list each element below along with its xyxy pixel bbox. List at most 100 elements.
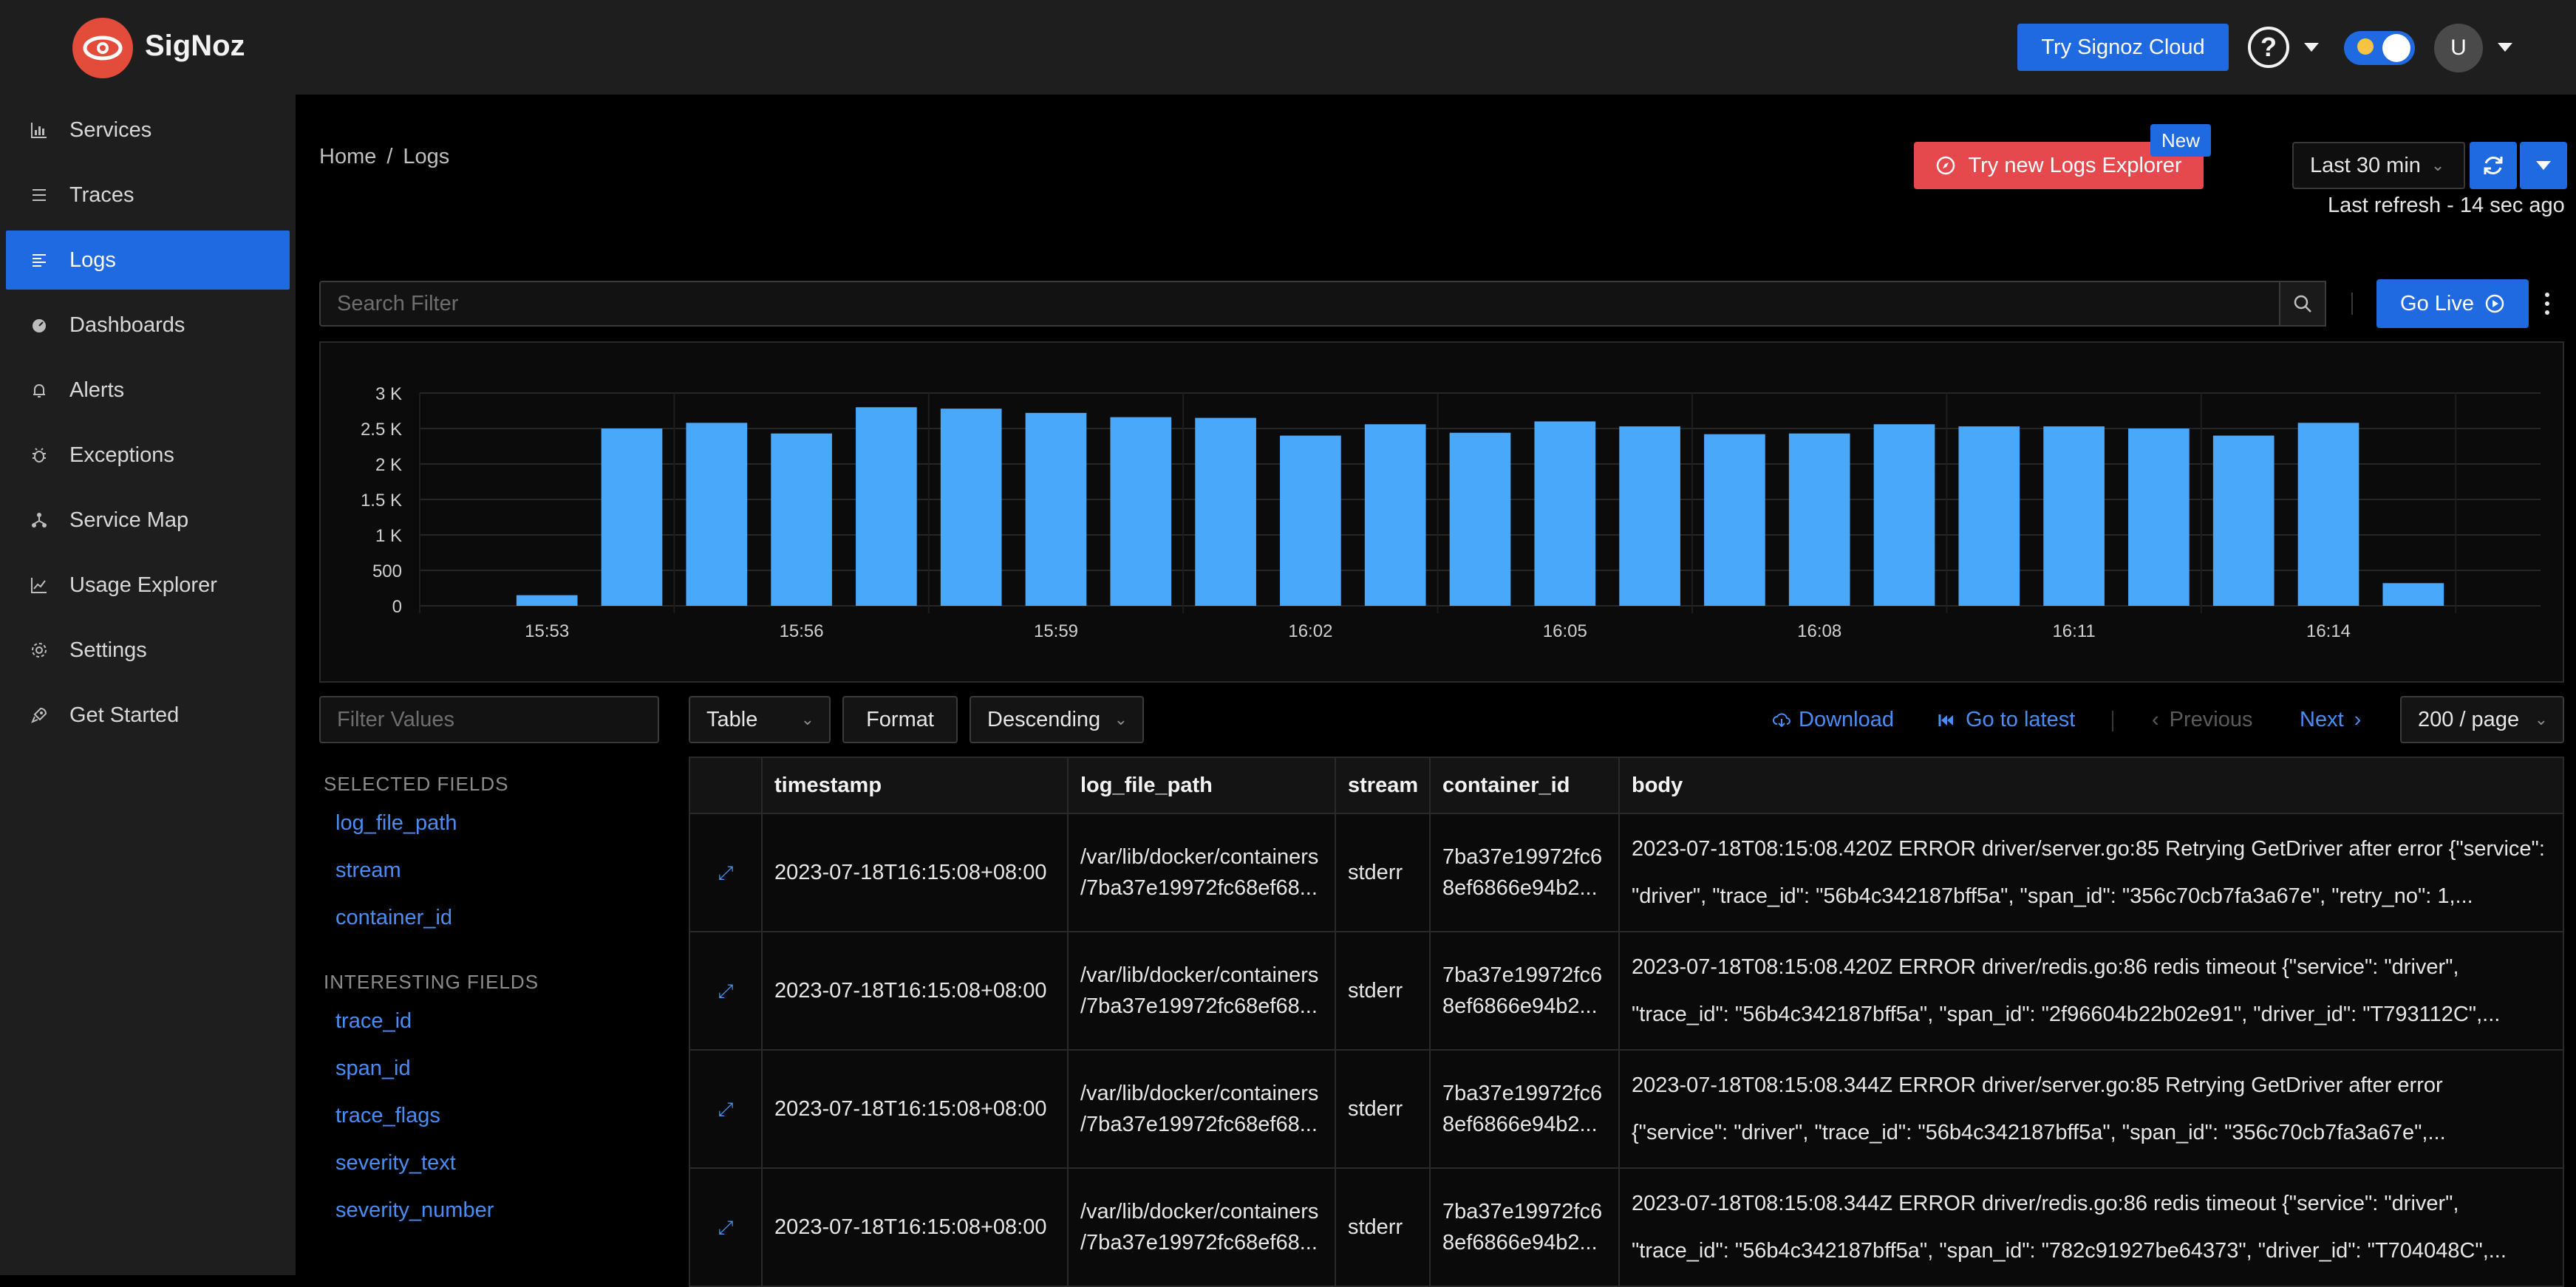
sidebar-item-label: Exceptions (69, 443, 174, 467)
cell-body: 2023-07-18T08:15:08.420Z ERROR driver/re… (1618, 931, 2564, 1051)
refresh-button[interactable] (2470, 142, 2517, 189)
cid-line: 7ba37e19972fc6 (1442, 845, 1603, 869)
sidebar-item-logs[interactable]: Logs (6, 231, 290, 290)
expand-icon[interactable]: ⤢ (689, 931, 763, 1051)
path-line: /7ba37e19972fc68ef68... (1080, 1231, 1318, 1254)
sidebar-item-label: Dashboards (69, 313, 185, 337)
next-page-button[interactable]: Next › (2300, 708, 2361, 732)
refresh-options-button[interactable] (2520, 142, 2567, 189)
download-button[interactable]: Download (1772, 708, 1894, 732)
x-tick-label: 16:05 (1543, 621, 1587, 641)
view-mode-select[interactable]: Table ⌄ (689, 696, 831, 743)
cell-stream: stderr (1335, 1167, 1431, 1287)
body-line: 2023-07-18T08:15:08.420Z ERROR driver/se… (1632, 837, 2545, 861)
sidebar-item-alerts[interactable]: Alerts (6, 361, 290, 420)
breadcrumb-home[interactable]: Home (319, 145, 377, 168)
time-range-select[interactable]: Last 30 min ⌄ (2292, 142, 2465, 189)
sidebar-item-services[interactable]: Services (6, 100, 290, 160)
go-live-button[interactable]: Go Live (2376, 279, 2529, 328)
y-tick-label: 3 K (375, 384, 402, 404)
bar-chart-icon (30, 120, 49, 140)
avatar-caret-down-icon[interactable] (2498, 43, 2512, 52)
sidebar-item-label: Usage Explorer (69, 573, 217, 597)
chart-bar (601, 429, 663, 606)
field-container-id[interactable]: container_id (335, 906, 452, 929)
expand-icon[interactable]: ⤢ (689, 813, 763, 932)
new-badge: New (2150, 124, 2211, 157)
field-log-file-path[interactable]: log_file_path (335, 811, 457, 835)
column-header[interactable]: stream (1335, 757, 1431, 814)
page-size-value: 200 / page (2418, 707, 2520, 731)
download-label: Download (1799, 708, 1894, 731)
sidebar-item-usage-explorer[interactable]: Usage Explorer (6, 556, 290, 615)
help-icon[interactable]: ? (2248, 27, 2289, 68)
page-size-select[interactable]: 200 / page ⌄ (2400, 696, 2564, 743)
try-new-logs-explorer-button[interactable]: Try new Logs Explorer (1914, 142, 2204, 189)
toggle-knob (2382, 34, 2410, 62)
search-button[interactable] (2279, 281, 2326, 327)
bug-icon (30, 446, 49, 465)
format-button[interactable]: Format (842, 696, 958, 743)
sidebar-item-get-started[interactable]: Get Started (6, 686, 290, 745)
x-tick-label: 16:11 (2052, 621, 2095, 641)
column-header[interactable]: body (1618, 757, 2564, 814)
search-input[interactable]: Search Filter (319, 281, 2326, 327)
try-signoz-cloud-button[interactable]: Try Signoz Cloud (2017, 24, 2229, 71)
field-severity-text[interactable]: severity_text (335, 1151, 456, 1175)
sidebar-item-traces[interactable]: Traces (6, 165, 290, 225)
user-avatar[interactable]: U (2434, 24, 2483, 72)
chart-bar (2212, 435, 2275, 606)
chart-bar (1534, 421, 1596, 606)
table-row[interactable]: ⤢ 2023-07-18T16:15:08+08:00 /var/lib/doc… (689, 1167, 2564, 1287)
network-icon (30, 511, 49, 530)
column-header[interactable]: timestamp (761, 757, 1069, 814)
cell-timestamp: 2023-07-18T16:15:08+08:00 (761, 1049, 1069, 1169)
sidebar-item-service-map[interactable]: Service Map (6, 491, 290, 550)
path-line: /7ba37e19972fc68ef68... (1080, 876, 1318, 900)
new-explorer-label: Try new Logs Explorer (1968, 153, 2182, 177)
filter-values-input[interactable]: Filter Values (319, 696, 659, 743)
cid-line: 8ef6866e94b2... (1442, 994, 1598, 1018)
chart-bar (1449, 432, 1511, 606)
table-row[interactable]: ⤢ 2023-07-18T16:15:08+08:00 /var/lib/doc… (689, 813, 2564, 932)
go-to-latest-button[interactable]: Go to latest (1938, 708, 2075, 732)
cell-log-file-path: /var/lib/docker/containers/7ba37e19972fc… (1067, 1049, 1336, 1169)
bell-icon (30, 380, 49, 400)
table-row[interactable]: ⤢ 2023-07-18T16:15:08+08:00 /var/lib/doc… (689, 931, 2564, 1051)
field-stream[interactable]: stream (335, 858, 401, 882)
cell-stream: stderr (1335, 931, 1431, 1051)
y-tick-label: 500 (372, 561, 402, 581)
field-trace-id[interactable]: trace_id (335, 1009, 412, 1033)
cell-body: 2023-07-18T08:15:08.344Z ERROR driver/se… (1618, 1049, 2564, 1169)
column-header[interactable]: container_id (1429, 757, 1620, 814)
help-caret-down-icon[interactable] (2304, 43, 2319, 52)
cell-stream: stderr (1335, 813, 1431, 932)
sidebar-item-exceptions[interactable]: Exceptions (6, 426, 290, 485)
chevron-down-icon: ⌄ (2534, 710, 2548, 728)
line-chart-icon (30, 576, 49, 595)
expand-icon[interactable]: ⤢ (689, 1167, 763, 1287)
field-trace-flags[interactable]: trace_flags (335, 1104, 440, 1127)
field-severity-number[interactable]: severity_number (335, 1198, 494, 1222)
divider (2351, 293, 2353, 315)
order-select[interactable]: Descending ⌄ (970, 696, 1144, 743)
interesting-fields-heading: INTERESTING FIELDS (324, 971, 539, 993)
x-tick-label: 15:56 (780, 621, 824, 641)
go-to-latest-label: Go to latest (1966, 708, 2076, 731)
expand-icon[interactable]: ⤢ (689, 1049, 763, 1169)
field-span-id[interactable]: span_id (335, 1056, 411, 1080)
table-row[interactable]: ⤢ 2023-07-18T16:15:08+08:00 /var/lib/doc… (689, 1049, 2564, 1169)
selected-fields-heading: SELECTED FIELDS (324, 773, 509, 795)
signoz-logo-icon[interactable] (72, 18, 133, 78)
brand-name[interactable]: SigNoz (145, 30, 245, 62)
sidebar-item-settings[interactable]: Settings (6, 621, 290, 680)
chevron-down-icon: ⌄ (2430, 156, 2445, 174)
sidebar-item-dashboards[interactable]: Dashboards (6, 296, 290, 355)
chevron-down-icon: ⌄ (800, 710, 814, 728)
column-header[interactable]: log_file_path (1067, 757, 1336, 814)
more-options-icon[interactable] (2535, 279, 2560, 328)
previous-page-button[interactable]: ‹ Previous (2152, 708, 2253, 732)
sidebar-item-label: Traces (69, 182, 134, 207)
chart-bar (1788, 433, 1850, 606)
previous-label: Previous (2169, 708, 2253, 731)
